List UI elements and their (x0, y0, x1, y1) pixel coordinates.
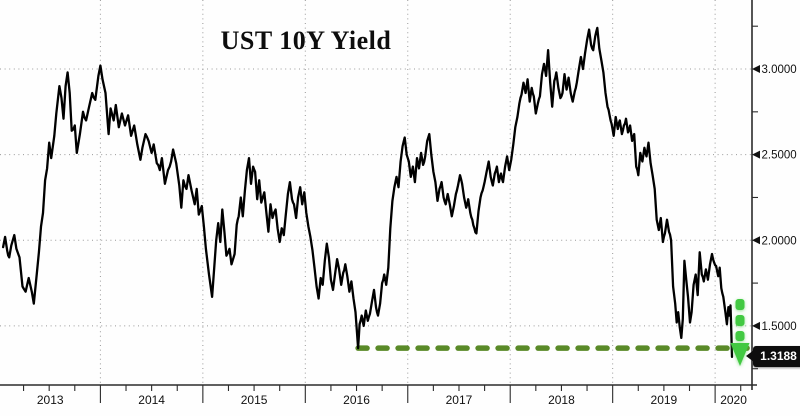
down-arrow-shaft (735, 331, 745, 341)
y-axis-tick-label: 2.0000 (762, 235, 797, 247)
yield-line (1, 26, 734, 359)
x-axis-year-label: 2020 (720, 393, 747, 407)
badge-pointer-icon (746, 350, 754, 362)
last-price-value: 1.3188 (760, 349, 797, 363)
y-axis-tick-label: 1.5000 (762, 321, 797, 333)
x-axis-year-label: 2018 (548, 393, 575, 407)
y-axis-tick-label: 2.5000 (762, 150, 797, 162)
y-tick-arrow-icon (752, 236, 760, 245)
x-axis-year-label: 2017 (446, 393, 473, 407)
down-arrow-shaft (735, 299, 745, 310)
y-tick-arrow-icon (752, 321, 760, 330)
x-axis-year-label: 2016 (343, 393, 370, 407)
down-arrow-shaft (735, 315, 745, 326)
x-axis-year-label: 2019 (651, 393, 678, 407)
y-axis-tick-label: 3.0000 (762, 64, 797, 76)
chart-title: UST 10Y Yield (220, 26, 392, 55)
y-tick-arrow-icon (752, 150, 760, 159)
down-arrow-icon (730, 343, 750, 366)
x-axis-year-label: 2013 (37, 393, 64, 407)
last-price-badge: 1.3188 (746, 346, 800, 367)
x-axis-year-label: 2015 (241, 393, 268, 407)
x-axis-year-label: 2014 (138, 393, 165, 407)
y-tick-arrow-icon (752, 65, 760, 74)
